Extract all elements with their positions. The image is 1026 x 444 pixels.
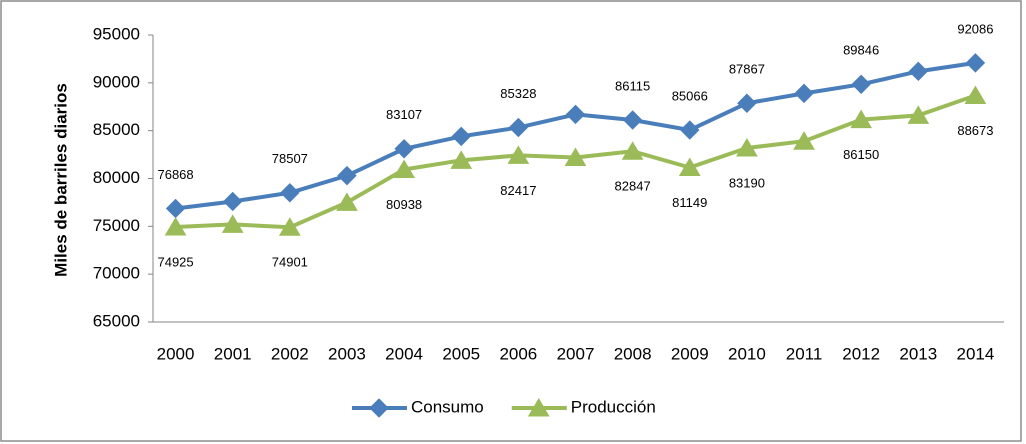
y-tick-label: 70000 <box>93 264 140 283</box>
x-tick-label: 2009 <box>671 344 709 363</box>
x-tick-label: 2005 <box>442 344 480 363</box>
y-tick-label: 95000 <box>93 24 140 43</box>
data-point <box>565 104 586 125</box>
data-point <box>680 120 700 140</box>
data-point <box>678 157 701 177</box>
y-tick-label: 75000 <box>93 216 140 235</box>
x-tick-label: 2003 <box>328 344 366 363</box>
data-point <box>622 110 643 130</box>
data-point <box>221 214 244 233</box>
data-label: 83190 <box>729 175 765 190</box>
data-point <box>222 191 243 212</box>
y-tick-label: 90000 <box>93 72 140 91</box>
data-point <box>908 61 929 82</box>
x-tick-label: 2011 <box>786 344 823 363</box>
data-label: 88673 <box>957 123 993 138</box>
data-point <box>393 159 415 179</box>
x-tick-label: 2014 <box>957 344 995 363</box>
x-tick-label: 2008 <box>614 344 652 363</box>
x-tick-label: 2004 <box>385 344 423 363</box>
data-label: 89846 <box>843 43 879 58</box>
data-point <box>337 165 357 186</box>
data-label: 87867 <box>729 62 765 77</box>
data-label: 81149 <box>672 195 707 210</box>
data-label: 86150 <box>843 147 879 162</box>
data-point <box>737 93 757 113</box>
x-tick-label: 2006 <box>499 344 537 363</box>
x-tick-label: 2000 <box>157 344 195 363</box>
data-point <box>964 85 987 105</box>
data-label: 76868 <box>157 167 193 182</box>
y-tick-label: 80000 <box>93 168 140 187</box>
data-label: 83107 <box>386 107 422 122</box>
data-label: 85328 <box>500 86 536 101</box>
data-label: 85066 <box>672 88 708 103</box>
data-point <box>280 183 300 203</box>
data-label: 74901 <box>272 255 308 270</box>
data-label: 86115 <box>615 78 650 93</box>
data-label: 82847 <box>615 179 651 194</box>
x-tick-label: 2001 <box>214 344 252 363</box>
data-point <box>278 217 301 236</box>
data-point <box>621 141 644 160</box>
data-point <box>794 83 814 104</box>
data-point <box>336 192 358 211</box>
data-point <box>850 109 873 129</box>
x-tick-label: 2012 <box>842 344 880 363</box>
data-point <box>851 74 871 95</box>
data-point <box>508 117 529 138</box>
data-point <box>564 147 587 166</box>
legend-label: Consumo <box>411 397 484 416</box>
legend-marker <box>527 398 550 417</box>
data-point <box>736 137 758 157</box>
y-axis-title: Miles de barriles diarios <box>51 83 70 277</box>
data-label: 74925 <box>157 254 193 269</box>
data-point <box>907 105 930 124</box>
y-tick-label: 65000 <box>93 311 140 330</box>
data-label: 78507 <box>272 151 308 166</box>
data-point <box>164 217 187 236</box>
x-tick-label: 2013 <box>899 344 937 363</box>
x-tick-label: 2007 <box>557 344 595 363</box>
legend-marker <box>369 398 389 418</box>
data-label: 82417 <box>500 183 536 198</box>
data-point <box>451 126 471 147</box>
data-point <box>394 139 414 159</box>
data-point <box>793 131 815 150</box>
data-point <box>450 150 473 169</box>
data-label: 80938 <box>386 197 422 212</box>
y-tick-label: 85000 <box>93 120 140 139</box>
data-point <box>507 145 530 164</box>
data-label: 92086 <box>957 21 993 36</box>
legend-label: Producción <box>571 397 656 416</box>
data-point <box>965 53 986 73</box>
x-tick-label: 2002 <box>271 344 309 363</box>
x-tick-label: 2010 <box>728 344 766 363</box>
